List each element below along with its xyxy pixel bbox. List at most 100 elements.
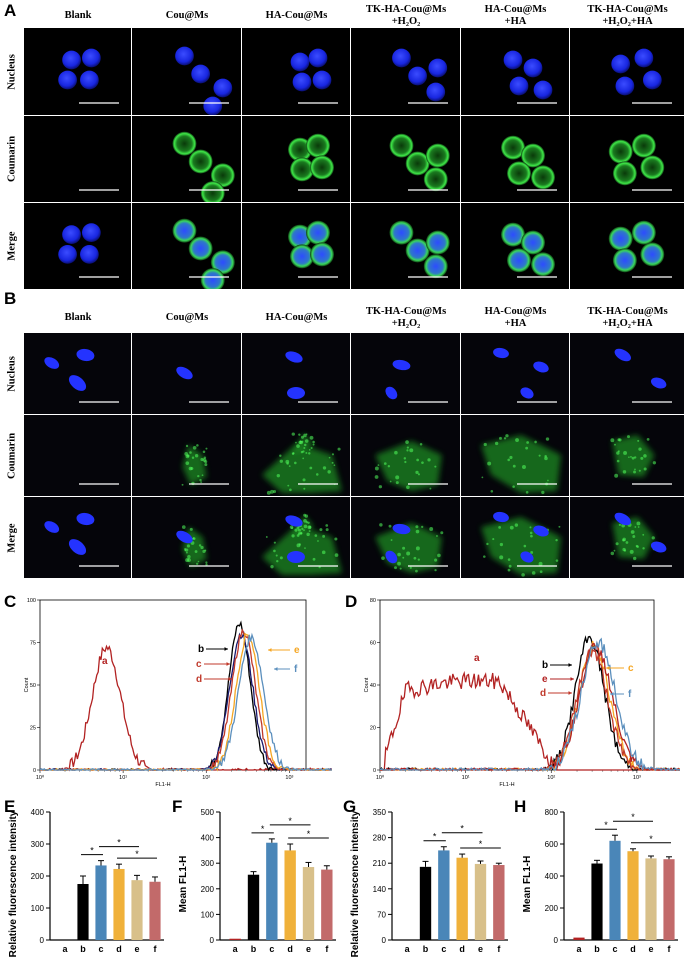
panel-b-col-header-1: Blank: [23, 312, 133, 324]
panel-a-col-header-line1: Cou@Ms: [165, 10, 209, 21]
bar-e: [131, 880, 143, 940]
y-tick-label: 80: [370, 598, 376, 604]
x-tick-label: b: [594, 944, 600, 954]
x-tick-label: 10¹: [119, 775, 127, 781]
series-label-a: a: [102, 656, 108, 667]
series-label-f: f: [628, 689, 632, 700]
significance-star: *: [479, 839, 483, 849]
y-tick-label: 400: [31, 808, 45, 817]
y-tick-label: 300: [201, 859, 215, 868]
panel-a-col-header-4: TK-HA-Cou@Ms +H₂O₂: [351, 4, 461, 28]
panel-a-col-header-line1: HA-Cou@Ms: [265, 10, 328, 21]
x-tick-label: 10²: [547, 775, 555, 781]
y-tick-label: 400: [201, 834, 215, 843]
y-tick-label: 500: [201, 808, 215, 817]
y-tick-label: 100: [31, 904, 45, 913]
series-label-c: c: [628, 663, 634, 674]
panel-b-row-label-merge: Merge: [2, 497, 22, 579]
micrograph-a-coumarin-4: [351, 116, 460, 202]
panel-a-col-header-line2: +H₂O₂+HA: [602, 16, 653, 27]
histogram-series-c: [39, 630, 332, 771]
x-tick-label: a: [576, 944, 582, 954]
bar-a: [573, 937, 585, 940]
micrograph-b-nucleus-5: [461, 333, 569, 414]
micrograph-b-coumarin-3: [242, 415, 350, 496]
y-tick-label: 0: [554, 936, 559, 945]
bar-a: [229, 938, 241, 940]
y-tick-label: 0: [40, 936, 45, 945]
panel-b-row-label-text: Nucleus: [6, 356, 18, 392]
panel-b-col-header-line1: Blank: [64, 312, 92, 323]
y-axis-label: Count: [364, 677, 370, 692]
panel-b-row-label-text: Merge: [6, 523, 18, 553]
micrograph-b-merge-3: [242, 497, 350, 578]
significance-star: *: [604, 820, 608, 830]
panel-b-col-header-5: HA-Cou@Ms +HA: [461, 306, 571, 330]
x-tick-label: 10²: [202, 775, 210, 781]
y-axis-label: Count: [24, 677, 30, 692]
y-tick-label: 0: [382, 936, 387, 945]
micrograph-b-merge-6: [570, 497, 684, 578]
micrograph-b-coumarin-1: [24, 415, 131, 496]
histogram-series-c: [380, 640, 680, 773]
bar-chart-h: 0 200 400 600 800 Mean FL1-H a b c d e f * * *: [522, 808, 678, 954]
bar-c: [609, 840, 621, 940]
micrograph-b-merge-5: [461, 497, 569, 578]
y-axis-label: Mean FL1-H: [178, 856, 189, 913]
bar-e: [645, 858, 657, 940]
bar-e: [302, 867, 315, 940]
bar-f: [321, 869, 333, 940]
bar-b: [419, 866, 432, 940]
x-tick-label: c: [269, 944, 274, 954]
micrograph-b-merge-2: [132, 497, 241, 578]
histogram-series-a: [39, 644, 332, 772]
series-label-d: d: [196, 674, 202, 685]
panel-b-col-header-line1: HA-Cou@Ms: [484, 306, 547, 317]
x-tick-label: b: [251, 944, 257, 954]
y-tick-label: 60: [370, 641, 376, 647]
micrograph-a-coumarin-2: [132, 116, 241, 202]
bar-b: [77, 884, 89, 940]
panel-b-col-header-line2: +HA: [504, 318, 527, 329]
bar-e: [474, 863, 487, 940]
micrograph-a-nucleus-1: [24, 28, 131, 115]
x-tick-label: a: [405, 944, 411, 954]
histogram-series-b: [379, 635, 680, 772]
panel-b-col-header-2: Cou@Ms: [132, 312, 242, 324]
histogram-series-f: [379, 637, 680, 772]
panel-b-col-header-line2: +H₂O₂+HA: [602, 318, 653, 329]
bar-f: [149, 881, 161, 940]
micrograph-a-merge-3: [242, 203, 350, 289]
bar-d: [284, 850, 296, 940]
bar-d: [627, 851, 639, 940]
y-tick-label: 0: [33, 768, 36, 774]
bar-chart-f: 0 100 200 300 400 500 Mean FL1-H a b c d e f * * *: [178, 808, 336, 954]
x-tick-label: f: [497, 944, 501, 954]
micrograph-b-nucleus-4: [351, 333, 460, 414]
micrograph-a-nucleus-4: [351, 28, 460, 115]
y-tick-label: 25: [30, 726, 36, 732]
flow-histogram-c: 0 25 50 75 100 10⁰ 10¹ 10² 10³ FL1-H Count a bcd ef: [24, 598, 332, 788]
y-tick-label: 300: [31, 840, 45, 849]
y-tick-label: 100: [201, 910, 215, 919]
series-label-c: c: [196, 659, 202, 670]
bar-d: [456, 857, 468, 940]
bar-f: [493, 865, 505, 940]
y-tick-label: 20: [370, 726, 376, 732]
significance-star: *: [90, 846, 94, 856]
panel-a-column-headers: Blank Cou@Ms HA-Cou@Ms TK-HA-Cou@Ms +H₂O₂ HA-…: [0, 4, 685, 30]
micrograph-a-merge-2: [132, 203, 241, 289]
panel-b-col-header-4: TK-HA-Cou@Ms +H₂O₂: [351, 306, 461, 330]
series-label-a: a: [474, 653, 480, 664]
significance-star: *: [631, 812, 635, 822]
significance-star: *: [135, 849, 139, 859]
panel-label-f: F: [172, 797, 183, 816]
panel-a-micrograph-grid: [24, 28, 685, 290]
micrograph-b-merge-1: [24, 497, 131, 578]
panel-a-col-header-line2: +HA: [504, 16, 527, 27]
micrograph-a-merge-1: [24, 203, 131, 289]
bar-b: [247, 874, 260, 940]
y-tick-label: 800: [545, 808, 559, 817]
panel-b-col-header-line1: Cou@Ms: [165, 312, 209, 323]
bar-d: [113, 868, 125, 940]
